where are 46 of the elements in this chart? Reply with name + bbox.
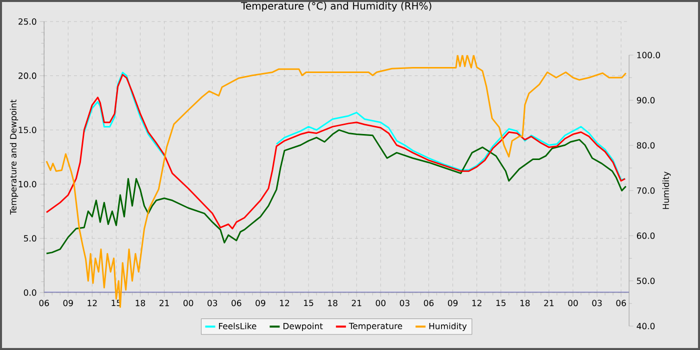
y2-tick-label: 70.0 — [637, 187, 655, 194]
y-tick-label: 5.0 — [24, 235, 36, 242]
y-tick-label: 25.0 — [18, 18, 36, 25]
x-tick-label: 12 — [280, 300, 290, 306]
y2-tick-label: 40.0 — [636, 322, 655, 330]
legend-label: FeelsLike — [219, 322, 256, 330]
x-tick-label: 21 — [160, 300, 169, 306]
y2-tick-label: 80.0 — [636, 142, 655, 149]
x-tick-label: 18 — [328, 300, 338, 306]
legend-label: Humidity — [429, 322, 467, 331]
x-tick-label: 06 — [39, 300, 49, 306]
y2-tick-label: 60.0 — [636, 232, 655, 239]
y-tick-label: 20.0 — [18, 72, 36, 79]
y-tick-label: 10.0 — [18, 180, 36, 188]
x-tick-label: 06 — [232, 300, 242, 306]
x-tick-label: 12 — [472, 300, 482, 306]
x-tick-label: 00 — [376, 300, 386, 306]
legend-label: Dewpoint — [284, 322, 323, 331]
x-tick-label: 15 — [496, 300, 506, 306]
x-tick-label: 21 — [544, 300, 554, 306]
x-tick-label: 03 — [208, 300, 218, 306]
x-tick-label: 06 — [616, 300, 626, 306]
line-series — [46, 129, 627, 254]
x-tick-label: 09 — [256, 300, 266, 306]
y2-axis-title: Humidity — [662, 172, 671, 209]
x-tick-label: 09 — [448, 300, 458, 306]
x-tick-label: 21 — [352, 300, 362, 306]
x-tick-label: 15 — [304, 300, 314, 306]
y-axis-title: Temperature and Dewpoint — [10, 100, 18, 215]
x-tick-label: 03 — [400, 300, 410, 306]
x-tick-label: 00 — [184, 300, 194, 306]
y2-tick-label: 90.0 — [636, 97, 655, 104]
x-tick-label: 00 — [568, 300, 578, 306]
x-tick-label: 18 — [136, 300, 146, 306]
x-tick-label: 06 — [424, 300, 434, 306]
y2-tick-label: 50.0 — [637, 278, 655, 284]
y-tick-label: 0.0 — [24, 289, 36, 296]
x-tick-label: 03 — [592, 300, 602, 306]
y2-tick-label: 100.0 — [637, 52, 660, 58]
chart-title: Temperature (°C) and Humidity (RH%) — [241, 2, 432, 12]
legend-label: Temperature — [348, 322, 402, 331]
line-series — [46, 74, 626, 230]
x-tick-label: 09 — [63, 300, 73, 306]
x-tick-label: 18 — [520, 300, 530, 306]
y-tick-label: 15.0 — [18, 126, 36, 134]
x-tick-label: 12 — [88, 300, 97, 306]
